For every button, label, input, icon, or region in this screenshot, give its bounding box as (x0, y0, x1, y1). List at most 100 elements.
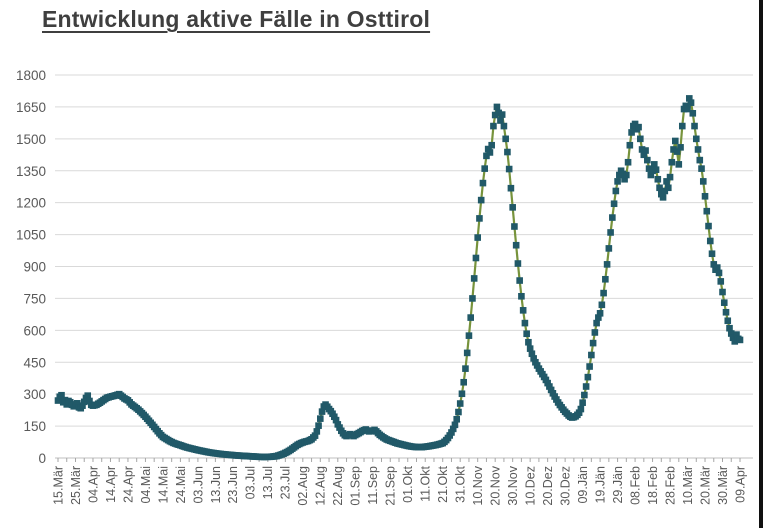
data-point-marker (493, 103, 501, 111)
y-axis-label: 0 (38, 451, 46, 466)
x-axis-label: 02.Aug (296, 466, 310, 506)
x-axis-label: 10.Nov (471, 465, 485, 505)
x-axis-label: 19.Jän (593, 466, 607, 504)
x-axis-label: 03.Jul (244, 466, 258, 499)
data-point-marker (479, 179, 487, 187)
data-point-marker (586, 363, 593, 370)
data-point-marker (546, 383, 553, 390)
data-point-marker (528, 350, 536, 358)
data-point-marker (698, 165, 705, 172)
data-point-marker (474, 234, 481, 241)
data-point-marker (736, 336, 744, 344)
data-point-marker (465, 332, 473, 339)
data-point-marker (523, 330, 530, 338)
data-point-marker (505, 165, 513, 173)
y-axis-label: 600 (23, 323, 46, 338)
data-point-marker (619, 170, 627, 178)
data-point-marker (488, 141, 495, 149)
data-point-marker (616, 171, 623, 179)
data-point-marker (476, 215, 483, 222)
data-point-marker (584, 373, 592, 381)
x-axis-label: 18.Feb (646, 466, 660, 505)
data-point-marker (516, 277, 523, 284)
data-point-marker (708, 250, 716, 258)
y-axis-label: 300 (23, 387, 46, 402)
data-point-marker (455, 408, 462, 416)
data-point-marker (637, 135, 644, 143)
data-point-marker (575, 409, 583, 416)
data-point-marker (670, 146, 677, 153)
data-point-marker (605, 245, 613, 252)
y-axis-label: 750 (23, 291, 46, 306)
data-point-marker (483, 152, 490, 160)
y-axis-label: 450 (23, 355, 46, 370)
data-point-marker (73, 400, 81, 407)
x-axis-label: 24.Apr (121, 466, 135, 503)
data-point-marker (79, 402, 86, 409)
data-point-marker (691, 122, 698, 130)
data-point-marker (685, 95, 693, 102)
data-point-marker (731, 338, 739, 345)
data-point-marker (498, 111, 506, 118)
window-edge-border (759, 0, 763, 528)
x-axis-label: 31.Okt (454, 465, 468, 502)
x-axis-label: 03.Jun (191, 466, 205, 504)
x-axis-label: 11.Okt (419, 465, 433, 501)
data-point-marker (673, 148, 681, 155)
data-point-marker (544, 379, 551, 387)
y-axis-label: 1050 (16, 228, 46, 243)
x-axis-label: 08.Feb (628, 466, 642, 505)
data-point-marker (644, 156, 651, 164)
x-axis-label: 04.Apr (86, 466, 100, 503)
data-point-marker (318, 408, 326, 415)
data-point-marker (317, 415, 324, 422)
x-axis-label: 20.Mär (698, 466, 712, 505)
x-axis-label: 24.Mai (174, 466, 188, 504)
data-point-marker (58, 391, 65, 399)
data-point-marker (726, 324, 733, 332)
data-point-marker (54, 397, 62, 404)
data-point-marker (462, 365, 469, 372)
data-point-marker (631, 120, 639, 128)
data-point-marker (661, 187, 669, 195)
data-point-marker (530, 355, 537, 362)
data-point-marker (663, 178, 670, 185)
x-axis-label: 15.Mär (51, 466, 65, 505)
data-point-marker (656, 184, 663, 192)
data-point-marker (448, 429, 455, 436)
series-line (56, 97, 741, 459)
data-point-marker (623, 171, 630, 179)
data-point-marker (589, 339, 597, 347)
data-point-marker (502, 135, 509, 143)
data-point-marker (463, 349, 471, 357)
data-point-marker (624, 158, 632, 166)
data-point-marker (705, 222, 712, 230)
data-point-marker (727, 330, 735, 337)
data-point-marker (526, 345, 534, 352)
x-axis-label: 30.Nov (506, 465, 520, 505)
data-point-marker (729, 334, 737, 342)
data-point-marker (720, 299, 728, 306)
data-point-marker (696, 156, 704, 164)
x-axis-label: 13.Jul (261, 466, 275, 499)
data-point-marker (495, 109, 502, 117)
x-axis-label: 23.Jul (279, 466, 293, 499)
data-point-marker (649, 167, 656, 175)
data-point-marker (84, 392, 92, 399)
data-point-marker (80, 398, 88, 406)
data-point-marker (504, 148, 511, 156)
chart-title: Entwicklung aktive Fälle in Osttirol (42, 6, 431, 32)
data-point-marker (672, 137, 679, 145)
data-point-marker (331, 413, 338, 421)
data-point-marker (596, 310, 604, 317)
data-point-marker (719, 288, 726, 296)
data-point-marker (635, 123, 642, 131)
data-point-marker (694, 146, 702, 153)
data-point-marker (666, 173, 674, 181)
data-point-marker (460, 378, 467, 386)
data-point-marker (692, 135, 700, 143)
x-axis-label: 20.Dez (541, 466, 555, 506)
data-point-marker (581, 391, 588, 399)
x-axis-label: 29.Jän (611, 466, 625, 504)
